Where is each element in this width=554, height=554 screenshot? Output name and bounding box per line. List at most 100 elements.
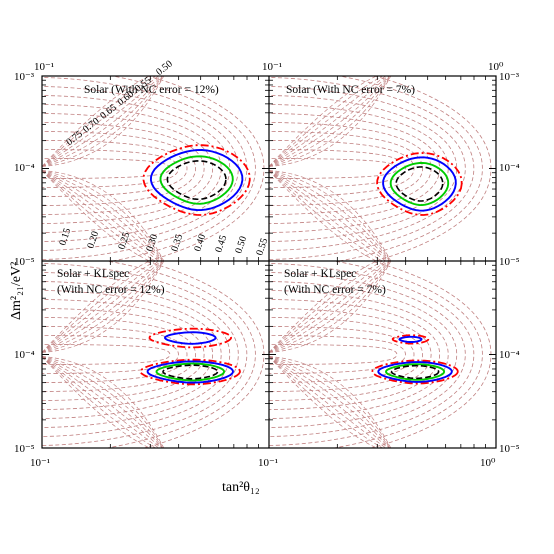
iso-curve	[269, 170, 391, 261]
iso-curve	[269, 170, 389, 261]
iso-curve	[269, 170, 384, 261]
contour-99pct-panel-3-region-1	[398, 335, 423, 343]
iso-curve	[42, 281, 231, 428]
y-tick-label-left-bottom: 10⁻⁵	[14, 443, 35, 455]
iso-curve	[42, 76, 164, 167]
iso-curve	[269, 263, 475, 446]
iso-curve	[42, 356, 164, 448]
axis-ticks	[41, 75, 497, 449]
y-tick-label-right-mid2: 10⁻⁵	[499, 256, 520, 268]
iso-curve	[269, 261, 391, 353]
iso-curve	[42, 170, 165, 261]
iso-curve	[269, 326, 415, 383]
iso-curve	[42, 86, 239, 251]
iso-curve	[42, 335, 179, 374]
contour-95pct-panel-2-region-0	[155, 362, 226, 382]
y-axis-title: Δm²₂₁/eV²	[9, 262, 24, 320]
iso-curve	[42, 261, 157, 353]
contour-group-panel-1	[376, 152, 463, 216]
iso-curve	[42, 263, 248, 446]
iso-curve	[42, 122, 205, 215]
contour-90pct-panel-0-region-0	[166, 160, 227, 201]
iso-label-lower-1: 0.20	[85, 230, 101, 250]
y-tick-label-left-top: 10⁻³	[14, 71, 35, 83]
iso-curve	[42, 299, 214, 410]
contour-group-panel-0	[142, 144, 251, 216]
iso-curve	[42, 170, 164, 261]
contour-99pct-panel-2-region-1	[164, 331, 217, 345]
iso-curve	[269, 140, 415, 197]
iso-curve	[42, 170, 162, 261]
iso-curve	[269, 356, 391, 448]
iso-curve	[269, 356, 389, 448]
iso-label-lower-3: 0.30	[144, 233, 160, 253]
iso-label-lower-5: 0.40	[192, 233, 208, 253]
iso-curve	[42, 272, 239, 437]
contour-90pct-panel-2-region-0	[162, 364, 219, 380]
iso-curve	[42, 356, 160, 448]
iso-curve	[269, 76, 384, 167]
iso-label-lower-2: 0.25	[116, 231, 132, 251]
iso-curve	[42, 76, 163, 167]
iso-label-lower-8: 0.55	[254, 237, 270, 257]
panel-label-bottom-left-line2: (With NC error = 12%)	[57, 284, 165, 296]
iso-curve	[42, 170, 157, 261]
iso-curve	[42, 76, 164, 167]
contour-3sigma-panel-2-region-1	[148, 327, 233, 349]
contour-group-panel-2	[139, 327, 241, 386]
contour-95pct-panel-3-region-0	[385, 363, 446, 381]
contour-90pct-panel-3-region-0	[390, 364, 440, 380]
iso-curve	[269, 170, 387, 261]
x-tick-label-top-right: 10⁰	[488, 61, 504, 73]
iso-curve	[269, 86, 466, 251]
iso-curve	[42, 149, 179, 188]
contour-90pct-panel-1-region-0	[395, 166, 444, 202]
confidence-contours	[139, 144, 463, 386]
iso-curve	[269, 170, 390, 261]
iso-curve	[269, 281, 458, 428]
iso-curve	[269, 158, 398, 179]
panel-label-bottom-left-line1: Solar + KLspec	[57, 268, 129, 280]
contour-3sigma-panel-0-region-0	[142, 144, 251, 216]
iso-label-upper-5: 0.50	[154, 59, 175, 78]
contour-group-panel-3	[371, 334, 459, 385]
iso-curve	[269, 356, 392, 448]
iso-curve	[42, 356, 162, 448]
contour-3sigma-panel-3-region-0	[371, 359, 459, 385]
iso-rate-labels-lower: 0.15 0.20 0.25 0.30 0.35 0.40 0.45 0.50 …	[57, 227, 270, 257]
iso-curve	[269, 170, 378, 261]
iso-curve	[269, 335, 406, 374]
iso-curve	[269, 356, 390, 448]
iso-curve	[337, 76, 483, 261]
iso-curve	[42, 356, 164, 448]
iso-curve	[269, 308, 432, 401]
contour-99pct-panel-3-region-0	[377, 361, 453, 383]
panel-label-top-left: Solar (With NC error = 12%)	[84, 84, 219, 96]
x-tick-labels: 10⁻¹ 10⁻¹ 10⁰ 10⁻¹ 10⁻¹ 10⁰	[30, 61, 504, 469]
iso-curve	[269, 261, 389, 353]
iso-curve	[42, 170, 151, 261]
contour-95pct-panel-1-region-0	[389, 161, 450, 207]
x-tick-label-top-left: 10⁻¹	[34, 61, 54, 73]
iso-curve	[42, 290, 222, 419]
iso-curve	[42, 356, 157, 448]
iso-curve	[269, 356, 378, 448]
x-tick-label-bottom-right: 10⁰	[480, 457, 496, 469]
contour-95pct-panel-0-region-0	[159, 155, 234, 205]
iso-curve	[269, 76, 391, 167]
iso-curve	[42, 261, 151, 353]
iso-curve	[42, 317, 196, 392]
iso-curve	[269, 356, 384, 448]
y-tick-label-right-mid3: 10⁻⁴	[499, 349, 520, 361]
x-tick-label-bottom-mid: 10⁻¹	[258, 457, 278, 469]
y-tick-label-right-top: 10⁻³	[499, 71, 520, 83]
iso-curve	[104, 261, 256, 448]
iso-curve	[42, 344, 171, 365]
iso-curve	[110, 76, 256, 261]
panel-label-bottom-right-line2: (With NC error = 7%)	[284, 284, 386, 296]
y-tick-labels: 10⁻³ 10⁻⁴ 10⁻⁵ 10⁻⁴ 10⁻⁵ 10⁻³ 10⁻⁴ 10⁻⁵ …	[14, 71, 520, 455]
iso-curve	[42, 261, 162, 353]
iso-curve	[269, 317, 423, 392]
iso-curve	[42, 356, 163, 448]
panel-label-bottom-right-line1: Solar + KLspec	[284, 268, 356, 280]
